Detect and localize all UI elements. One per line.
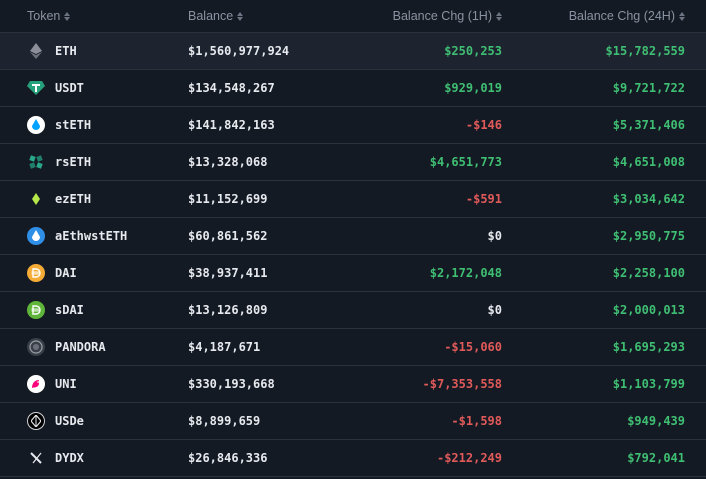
token-name[interactable]: sDAI <box>55 303 84 317</box>
header-chg-24h-label: Balance Chg (24H) <box>568 9 675 23</box>
sort-icon[interactable] <box>237 11 244 21</box>
table-row[interactable]: aEthwstETH $60,861,562 $0 $2,950,775 <box>0 218 706 255</box>
token-name[interactable]: USDT <box>55 81 84 95</box>
steth-icon <box>27 116 45 134</box>
balance-value: $60,861,562 <box>188 229 268 243</box>
rseth-icon <box>27 153 45 171</box>
token-name[interactable]: DYDX <box>55 451 84 465</box>
chg-1h-value: -$146 <box>465 118 502 132</box>
chg-1h-value: -$1,598 <box>451 414 502 428</box>
table-row[interactable]: ETH $1,560,977,924 $250,253 $15,782,559 <box>0 33 706 70</box>
chg-1h-value: -$7,353,558 <box>422 377 502 391</box>
header-token[interactable]: Token <box>0 9 188 23</box>
header-chg-1h[interactable]: Balance Chg (1H) <box>358 9 502 23</box>
chg-24h-value: $3,034,642 <box>612 192 685 206</box>
chg-24h-value: $1,103,799 <box>612 377 685 391</box>
sort-icon[interactable] <box>679 11 685 21</box>
token-name[interactable]: ETH <box>55 44 77 58</box>
ezeth-icon <box>27 190 45 208</box>
header-token-label: Token <box>27 9 61 23</box>
chg-1h-value: -$15,060 <box>444 340 502 354</box>
token-name[interactable]: rsETH <box>55 155 92 169</box>
balance-value: $13,328,068 <box>188 155 268 169</box>
chg-1h-value: $4,651,773 <box>429 155 502 169</box>
sort-icon[interactable] <box>496 11 502 21</box>
chg-24h-value: $5,371,406 <box>612 118 685 132</box>
header-chg-1h-label: Balance Chg (1H) <box>392 9 492 23</box>
balance-value: $26,846,336 <box>188 451 268 465</box>
table-row[interactable]: stETH $141,842,163 -$146 $5,371,406 <box>0 107 706 144</box>
header-balance[interactable]: Balance <box>188 9 358 23</box>
table-row[interactable]: DAI $38,937,411 $2,172,048 $2,258,100 <box>0 255 706 292</box>
eth-icon <box>27 42 45 60</box>
chg-24h-value: $1,695,293 <box>612 340 685 354</box>
balance-value: $38,937,411 <box>188 266 268 280</box>
chg-24h-value: $9,721,722 <box>612 81 685 95</box>
chg-24h-value: $4,651,008 <box>612 155 685 169</box>
table-row[interactable]: rsETH $13,328,068 $4,651,773 $4,651,008 <box>0 144 706 181</box>
sdai-icon <box>27 301 45 319</box>
chg-1h-value: $0 <box>487 229 502 243</box>
balance-value: $11,152,699 <box>188 192 268 206</box>
dydx-icon <box>27 449 45 467</box>
token-name[interactable]: stETH <box>55 118 92 132</box>
sort-icon[interactable] <box>64 11 71 21</box>
usdt-icon <box>27 79 45 97</box>
balance-value: $13,126,809 <box>188 303 268 317</box>
table-row[interactable]: DYDX $26,846,336 -$212,249 $792,041 <box>0 440 706 477</box>
pandora-icon <box>27 338 45 356</box>
table-row[interactable]: UNI $330,193,668 -$7,353,558 $1,103,799 <box>0 366 706 403</box>
chg-1h-value: $250,253 <box>444 44 502 58</box>
table-row[interactable]: ezETH $11,152,699 -$591 $3,034,642 <box>0 181 706 218</box>
header-chg-24h[interactable]: Balance Chg (24H) <box>502 9 685 23</box>
table-row[interactable]: USDe $8,899,659 -$1,598 $949,439 <box>0 403 706 440</box>
balance-value: $1,560,977,924 <box>188 44 290 58</box>
dai-icon <box>27 264 45 282</box>
table-row[interactable]: USDT $134,548,267 $929,019 $9,721,722 <box>0 70 706 107</box>
table-header: Token Balance Balance Chg (1H) Balance C… <box>0 0 706 33</box>
balance-value: $8,899,659 <box>188 414 261 428</box>
chg-24h-value: $792,041 <box>627 451 685 465</box>
aethwsteth-icon <box>27 227 45 245</box>
chg-1h-value: -$591 <box>465 192 502 206</box>
chg-1h-value: $2,172,048 <box>429 266 502 280</box>
balance-value: $134,548,267 <box>188 81 275 95</box>
token-name[interactable]: ezETH <box>55 192 92 206</box>
header-balance-label: Balance <box>188 9 234 23</box>
chg-1h-value: -$212,249 <box>436 451 502 465</box>
chg-24h-value: $949,439 <box>627 414 685 428</box>
chg-1h-value: $929,019 <box>444 81 502 95</box>
chg-1h-value: $0 <box>487 303 502 317</box>
table-row[interactable]: PANDORA $4,187,671 -$15,060 $1,695,293 <box>0 329 706 366</box>
chg-24h-value: $15,782,559 <box>605 44 685 58</box>
usde-icon <box>27 412 45 430</box>
token-name[interactable]: PANDORA <box>55 340 106 354</box>
chg-24h-value: $2,950,775 <box>612 229 685 243</box>
uni-icon <box>27 375 45 393</box>
token-name[interactable]: USDe <box>55 414 84 428</box>
balance-value: $4,187,671 <box>188 340 261 354</box>
chg-24h-value: $2,000,013 <box>612 303 685 317</box>
chg-24h-value: $2,258,100 <box>612 266 685 280</box>
token-name[interactable]: UNI <box>55 377 77 391</box>
balance-value: $141,842,163 <box>188 118 275 132</box>
token-name[interactable]: aEthwstETH <box>55 229 128 243</box>
token-name[interactable]: DAI <box>55 266 77 280</box>
balance-value: $330,193,668 <box>188 377 275 391</box>
table-row[interactable]: sDAI $13,126,809 $0 $2,000,013 <box>0 292 706 329</box>
